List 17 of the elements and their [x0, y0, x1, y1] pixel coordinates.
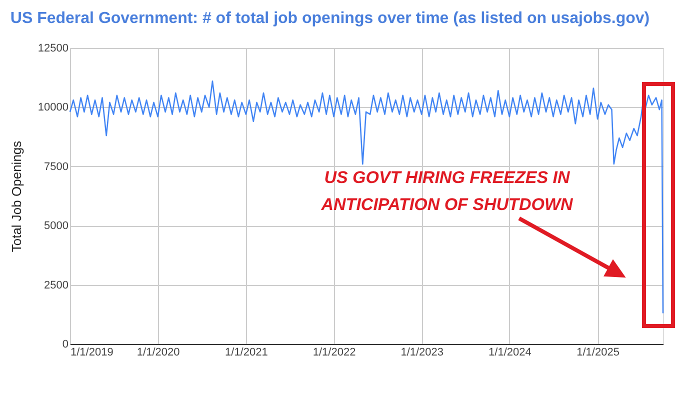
x-tick-label: 1/1/2021	[225, 346, 268, 358]
y-tick-label: 12500	[38, 42, 68, 54]
x-tick-label: 1/1/2019	[70, 346, 114, 358]
y-tick-label: 10000	[38, 102, 68, 114]
x-tick-label: 1/1/2023	[400, 346, 444, 358]
line-series	[69, 80, 664, 314]
annotation: US GOVT HIRING FREEZES IN ANTICIPATION OF SHUTDOWN	[320, 168, 574, 214]
y-tick-label: 5000	[44, 220, 68, 232]
x-tick-label: 1/1/2025	[576, 346, 620, 358]
x-tick-label: 1/1/2022	[312, 346, 356, 358]
y-axis-title: Total Job Openings	[8, 140, 24, 252]
y-tick-label: 7500	[44, 160, 68, 173]
chart-title: US Federal Government: # of total job openings over time (as listed on usajobs.gov)	[10, 10, 650, 27]
y-tick-label: 0	[62, 338, 68, 350]
y-tick-label: 2500	[44, 279, 68, 292]
x-tick-label: 1/1/2024	[488, 346, 532, 358]
x-tick-label: 1/1/2020	[136, 346, 180, 358]
